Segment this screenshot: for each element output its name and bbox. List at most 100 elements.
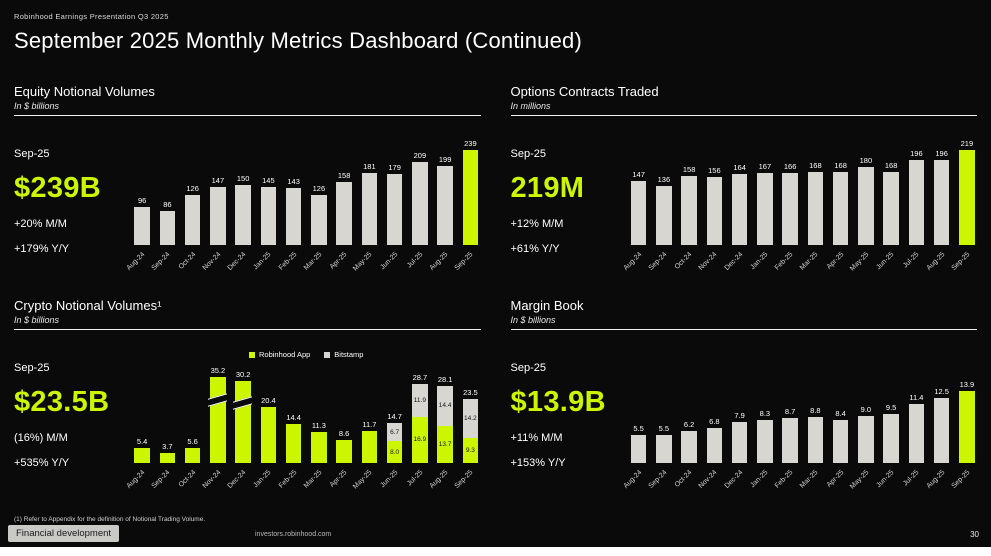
bar-value-label: 168 [834, 161, 847, 171]
bar-value-label: 143 [287, 177, 300, 187]
bar-value-label: 6.8 [709, 416, 720, 426]
bar [807, 417, 824, 463]
stat-yoy-change: +179% Y/Y [14, 243, 70, 255]
bar [731, 173, 748, 245]
bar-value-label: 179 [388, 162, 401, 172]
bar-column: 126 Mar-25 [303, 137, 329, 278]
bar-value-label: 8.4 [835, 408, 846, 418]
axis-break-icon [233, 395, 253, 410]
bar-value-label: 168 [809, 161, 822, 171]
panel-header: Options Contracts Traded In millions [510, 84, 977, 116]
panel-subtitle: In $ billions [14, 101, 60, 111]
robinhood-app-swatch-icon [249, 351, 255, 358]
bar [681, 176, 697, 245]
bar-value-label: 28.7 [412, 373, 428, 383]
bar-column: 28.1 14.4 13.7 Aug-25 [429, 364, 455, 496]
bar-column: 219 Sep-25 [950, 137, 977, 278]
panel-header: Equity Notional Volumes In $ billions [14, 84, 481, 116]
x-axis-tick: Nov-24 [697, 469, 719, 490]
panel-subtitle: In $ billions [14, 315, 60, 325]
x-axis-tick: May-25 [848, 251, 871, 273]
x-axis-tick: Nov-24 [201, 251, 223, 272]
bar [858, 416, 874, 463]
bar-column: 180 May-25 [849, 137, 876, 278]
bar-value-label: 5.6 [187, 436, 198, 446]
bar-column: 166 Feb-25 [774, 137, 800, 278]
robinhood-app-segment: 9.3 [462, 437, 479, 463]
bar-column: 11.7 May-25 [352, 364, 379, 496]
bar-column: 11.4 Jul-25 [902, 378, 926, 496]
bar-column: 8.6 Apr-25 [329, 364, 354, 496]
bar-column: 199 Aug-25 [429, 137, 455, 278]
bar-column: 86 Sep-24 [151, 137, 177, 278]
x-axis-tick: Jan-25 [749, 469, 770, 490]
stat-mom-change: +20% M/M [14, 218, 67, 230]
bar-value-label: 219 [960, 139, 974, 148]
x-axis-tick: May-25 [352, 251, 374, 273]
bar-value-label: 3.7 [162, 441, 173, 451]
bar-value-label: 158 [682, 165, 696, 175]
bar [184, 194, 201, 245]
bar-column: 8.8 Mar-25 [799, 378, 825, 496]
x-axis-tick: Dec-24 [723, 469, 745, 490]
x-axis-tick: Jun-25 [875, 469, 896, 490]
footnote: (1) Refer to Appendix for the definition… [14, 516, 206, 523]
bar [959, 150, 975, 245]
bar-value-label: 167 [758, 161, 772, 171]
panel-title: Equity Notional Volumes [14, 84, 155, 99]
bitstamp-segment: 6.7 [386, 422, 403, 442]
bar [285, 188, 302, 245]
x-axis-tick: Jul-25 [405, 251, 425, 270]
x-axis-tick: Jul-25 [405, 469, 425, 488]
bar: 14.4 13.7 [437, 386, 453, 463]
bar-column: 158 Oct-24 [674, 137, 699, 278]
bar [883, 413, 899, 463]
bar-column: 156 Nov-24 [698, 137, 724, 278]
stat-yoy-change: +535% Y/Y [14, 457, 70, 469]
bar [959, 391, 975, 463]
bar-column: 5.5 Sep-24 [647, 378, 674, 496]
bar-column: 11.3 Mar-25 [303, 364, 329, 496]
bar-value-label: 150 [236, 174, 250, 184]
panel-stats: Sep-25 $13.9B +11% M/M +153% Y/Y [511, 334, 629, 498]
chart-area: 5.5 Aug-24 5.5 Sep-24 6.2 Oct-24 6.8 Nov-24 7.9 D… [622, 334, 978, 498]
bar [757, 172, 773, 245]
x-axis-tick: Jan-25 [252, 469, 273, 490]
x-axis-tick: Feb-25 [277, 251, 299, 272]
bar-column: 28.7 11.9 16.9 Jul-25 [406, 364, 430, 496]
legend-label: Robinhood App [259, 350, 311, 359]
axis-break-icon [208, 393, 228, 407]
bar-value-label: 239 [464, 139, 477, 148]
panel-header: Crypto Notional Volumes¹ In $ billions [14, 298, 481, 330]
crypto-panel: Crypto Notional Volumes¹ In $ billions S… [14, 298, 481, 498]
stat-value: $23.5B [14, 386, 110, 418]
page-title: September 2025 Monthly Metrics Dashboard… [14, 28, 583, 53]
x-axis-tick: Oct-24 [177, 251, 198, 271]
bar-value-label: 156 [708, 166, 721, 176]
bar [706, 427, 723, 463]
panel-stats: Sep-25 $23.5B (16%) M/M +535% Y/Y [14, 334, 132, 498]
bar [630, 434, 647, 463]
bar: 6.7 8.0 [386, 422, 403, 463]
bar [933, 398, 950, 463]
bar-value-label: 8.7 [784, 406, 796, 416]
bar-column: 14.4 Feb-25 [277, 364, 304, 496]
x-axis-tick: Sep-24 [150, 251, 172, 272]
bar [437, 165, 453, 245]
stat-period: Sep-25 [14, 362, 50, 374]
bar [233, 380, 253, 463]
x-axis-tick: Apr-25 [825, 469, 846, 489]
x-axis-tick: Oct-24 [673, 469, 694, 489]
x-axis-tick: Dec-24 [723, 251, 745, 272]
x-axis-tick: Oct-24 [177, 469, 198, 489]
bar-column: 168 Mar-25 [799, 137, 825, 278]
bar-column: 126 Oct-24 [177, 137, 203, 278]
margin-bar-chart: 5.5 Aug-24 5.5 Sep-24 6.2 Oct-24 6.8 Nov-24 7.9 D… [622, 378, 978, 496]
bar [412, 161, 428, 245]
bar [260, 187, 277, 245]
bar-column: 8.7 Feb-25 [774, 378, 800, 496]
x-axis-tick: Nov-24 [201, 469, 223, 490]
bar-value-label: 166 [783, 162, 797, 171]
bar-value-label: 196 [935, 148, 948, 158]
